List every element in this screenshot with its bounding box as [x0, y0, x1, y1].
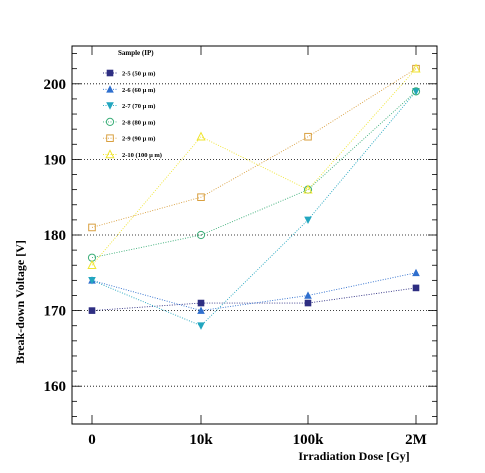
- data-point: [412, 268, 420, 277]
- legend-entry-label: 2-5 (50 μ m): [122, 71, 155, 78]
- data-point: [197, 306, 205, 314]
- data-point: [196, 131, 206, 141]
- data-point: [88, 277, 96, 285]
- legend-marker: [106, 134, 114, 142]
- y-tick-label: 190: [44, 152, 67, 168]
- y-tick-label: 180: [44, 228, 67, 244]
- series-line: [91, 272, 417, 312]
- legend-title: Sample (IP): [118, 49, 154, 57]
- data-point: [411, 63, 421, 73]
- series-4: [87, 87, 421, 262]
- series-6: [87, 63, 421, 270]
- legend-entry-label: 2-9 (90 μ m): [122, 136, 155, 143]
- series-line: [91, 68, 417, 266]
- y-axis-title: Break-down Voltage [V]: [13, 240, 27, 364]
- series-1: [88, 284, 420, 314]
- series-3: [88, 88, 420, 330]
- legend-entry-label: 2-8 (80 μ m): [122, 119, 155, 126]
- legend-marker: [105, 149, 115, 159]
- data-series: [87, 63, 421, 330]
- y-tick-label: 160: [44, 379, 67, 395]
- legend-marker: [105, 117, 115, 127]
- data-point: [411, 87, 421, 96]
- x-axis-title: Irradiation Dose [Gy]: [298, 449, 409, 463]
- legend-marker: [106, 102, 114, 110]
- data-point: [304, 132, 312, 141]
- x-tick-label: 2M: [405, 432, 427, 448]
- series-line: [91, 91, 417, 259]
- data-point: [87, 260, 97, 270]
- data-point: [304, 216, 312, 224]
- data-point: [412, 284, 420, 292]
- data-point: [303, 184, 313, 194]
- y-tick-label: 200: [44, 77, 67, 93]
- series-line: [91, 91, 417, 327]
- x-tick-label: 10k: [189, 432, 213, 448]
- legend: Sample (IP) 2-5 (50 μ m) 2-6 (60 μ m) 2-7 …: [103, 49, 162, 159]
- data-point: [304, 299, 312, 307]
- data-point: [88, 307, 96, 314]
- series-line: [91, 287, 417, 312]
- data-point: [88, 223, 96, 232]
- data-point: [197, 322, 205, 330]
- grid-lines: [72, 83, 437, 387]
- axes: 160 170 180 190 200 0 10k 100k 2M: [44, 46, 437, 448]
- legend-entry-label: 2-6 (60 μ m): [122, 87, 155, 94]
- legend-marker: [106, 69, 114, 77]
- data-point: [196, 230, 206, 240]
- x-tick-label: 100k: [293, 432, 325, 448]
- y-tick-label: 170: [44, 304, 67, 320]
- data-point: [197, 193, 205, 201]
- legend-entry-label: 2-7 (70 μ m): [122, 103, 155, 110]
- data-point: [304, 291, 312, 299]
- x-tick-label: 0: [88, 432, 96, 448]
- data-point: [197, 299, 205, 307]
- legend-marker: [106, 85, 114, 93]
- series-2: [88, 268, 420, 314]
- legend-entry-label: 2-10 (100 μ m): [122, 152, 162, 159]
